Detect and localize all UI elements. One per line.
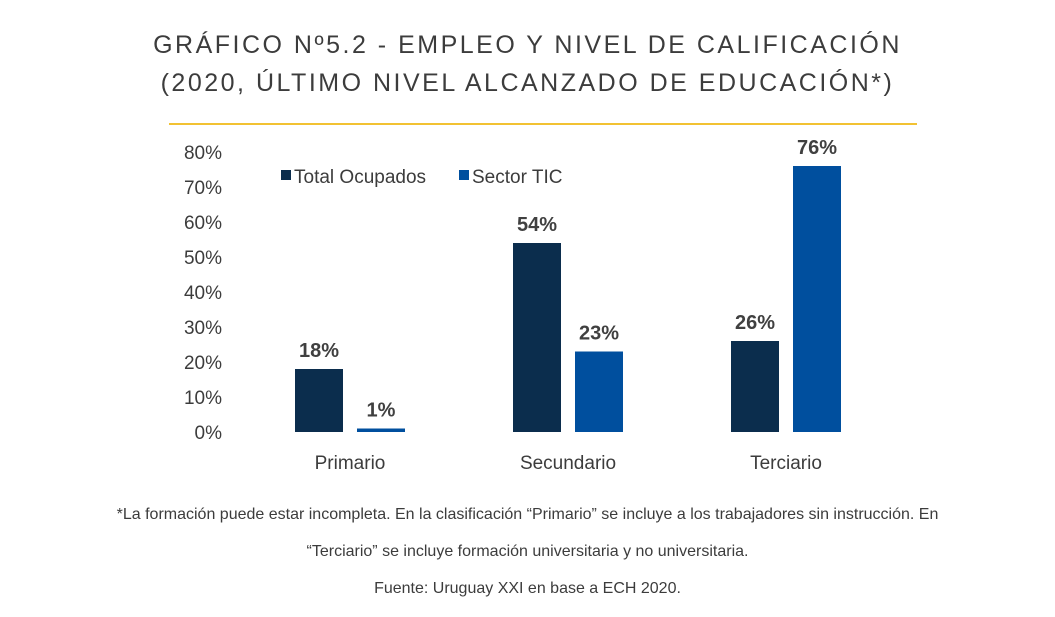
y-tick-label: 60% [184,213,222,234]
y-tick-label: 40% [184,283,222,304]
bar-secundario-sector-tic [575,351,623,432]
x-category-label: Terciario [750,453,822,474]
data-labels: 18% 1% 54% 23% 26% 76% [299,137,837,422]
data-label: 23% [579,323,619,345]
bars [295,166,841,432]
data-label: 18% [299,340,339,362]
legend-swatch-sector-tic [459,170,469,180]
y-tick-label: 70% [184,178,222,199]
y-tick-label: 20% [184,353,222,374]
bar-primario-sector-tic [357,428,405,432]
x-category-label: Primario [315,453,386,474]
title-divider [169,123,917,125]
legend-swatch-total-ocupados [281,170,291,180]
y-tick-label: 30% [184,318,222,339]
legend-label-sector-tic: Sector TIC [472,167,562,188]
bar-terciario-sector-tic [793,166,841,432]
chart-title-line-1: GRÁFICO Nº5.2 - EMPLEO Y NIVEL DE CALIFI… [153,31,902,59]
chart-title-line-2: (2020, ÚLTIMO NIVEL ALCANZADO DE EDUCACI… [160,69,895,97]
data-label: 26% [735,312,775,334]
footnote-line-2: “Terciario” se incluye formación univers… [306,543,749,560]
x-axis: Primario Secundario Terciario [315,453,822,474]
x-category-label: Secundario [520,453,616,474]
legend: Total Ocupados Sector TIC [281,167,562,188]
bar-primario-total-ocupados [295,369,343,432]
footnote-line-1: *La formación puede estar incompleta. En… [116,506,939,523]
data-label: 1% [367,400,396,422]
footnotes: *La formación puede estar incompleta. En… [0,496,1055,607]
data-label: 76% [797,137,837,159]
y-tick-label: 50% [184,248,222,269]
chart-title: GRÁFICO Nº5.2 - EMPLEO Y NIVEL DE CALIFI… [0,26,1055,102]
y-tick-label: 80% [184,143,222,164]
legend-label-total-ocupados: Total Ocupados [294,167,426,188]
bar-terciario-total-ocupados [731,341,779,432]
data-label: 54% [517,214,557,236]
y-axis: 0% 10% 20% 30% 40% 50% 60% 70% 80% [184,143,222,444]
source-note: Fuente: Uruguay XXI en base a ECH 2020. [374,580,681,597]
y-tick-label: 0% [195,423,223,444]
y-tick-label: 10% [184,388,222,409]
bar-secundario-total-ocupados [513,243,561,432]
